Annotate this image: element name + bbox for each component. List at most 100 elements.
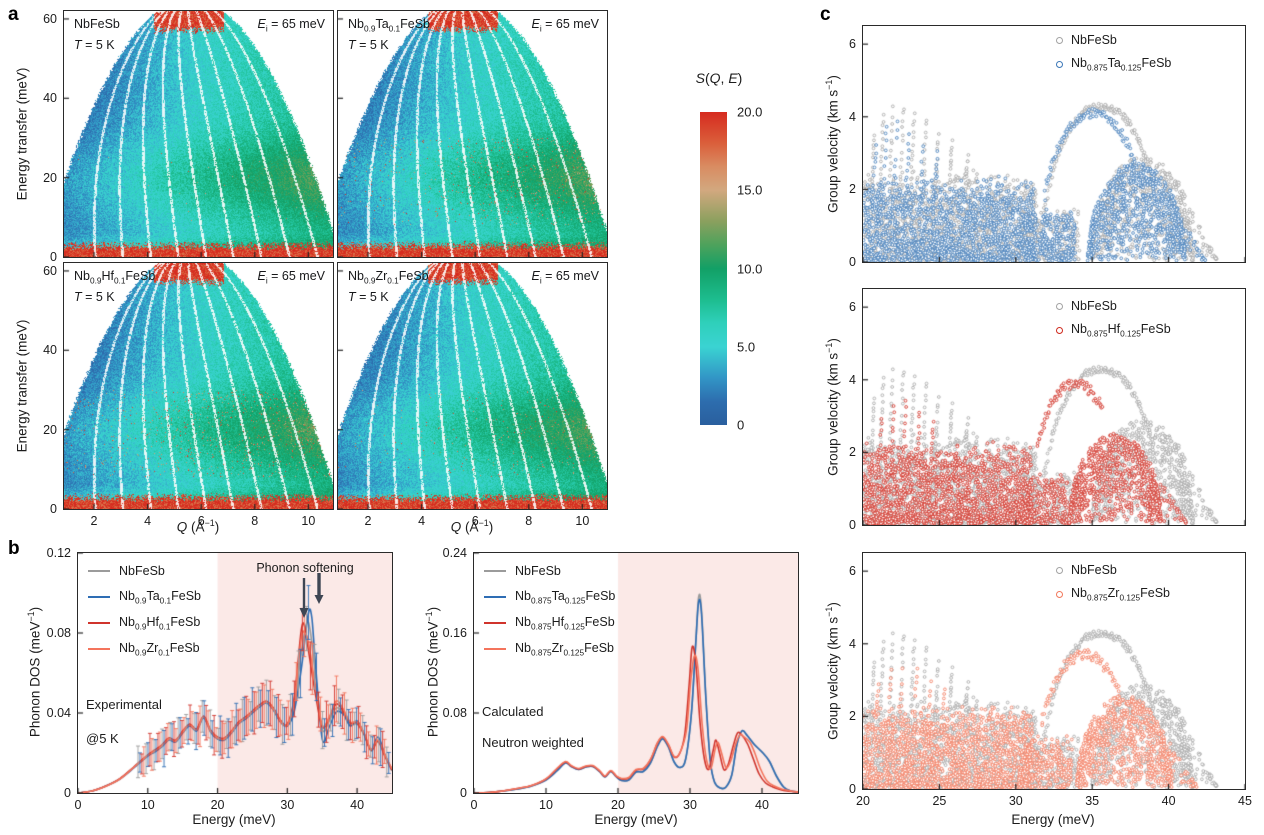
axis-tick-label: 2 — [90, 514, 98, 528]
map-title: Nb0.9Hf0.1FeSb — [74, 269, 156, 286]
legend-line-swatch — [88, 595, 110, 599]
sqe-map-zr: Nb0.9Zr0.1FeSb T = 5 K Ei = 65 meV 2 4 6 8 1… — [337, 262, 608, 528]
axis-tick-label: 20 — [43, 170, 57, 185]
map-incident-energy: Ei = 65 meV — [257, 269, 325, 286]
axis-tick-label: 10 — [301, 514, 316, 528]
legend-line-swatch — [484, 621, 506, 625]
legend-item: NbFeSb — [484, 558, 615, 584]
phonon-softening-annotation: Phonon softening — [256, 561, 354, 575]
axis-tick-label: 2 — [849, 709, 856, 724]
panel-a-x-axis-label: Q (Å−1) — [450, 518, 494, 535]
axis-tick-label: 60 — [43, 11, 57, 26]
axis-tick-label: 0 — [849, 782, 856, 796]
neutron-weighted-note: Neutron weighted — [482, 735, 584, 750]
legend-label: NbFeSb — [1071, 299, 1117, 313]
legend-item: Nb0.875Zr0.125FeSb — [1056, 582, 1170, 606]
phonon-softening-arrows-icon — [299, 573, 324, 618]
legend-line-swatch — [484, 647, 506, 651]
axis-tick-label: 0.08 — [46, 626, 71, 640]
axis-tick-label: 8 — [525, 514, 533, 528]
panel-b-right-y-axis-label: Phonon DOS (meV−1) — [423, 606, 441, 738]
colorbar-tick-label: 10.0 — [737, 261, 763, 276]
phonon-dos-experimental-plot: 0 10 20 30 40 0 0.04 0.08 0.12 — [47, 546, 393, 812]
legend-item: Nb0.875Hf0.125FeSb — [1056, 318, 1171, 342]
axis-tick-label: 0 — [50, 250, 57, 264]
legend-label: NbFeSb — [119, 564, 165, 578]
colorbar-tick-label: 0 — [737, 417, 745, 433]
colorbar-tick-label: 20.0 — [737, 104, 763, 120]
legend-label: Nb0.9Hf0.1FeSb — [119, 614, 201, 632]
axis-tick-label: 8 — [251, 514, 259, 528]
group-velocity-canvas — [863, 26, 1245, 262]
axis-tick-label: 30 — [1008, 794, 1023, 808]
legend-item: Nb0.9Ta0.1FeSb — [88, 584, 201, 610]
panel-c-label: c — [820, 4, 831, 25]
panel-b-label: b — [8, 538, 20, 559]
legend-item: NbFeSb — [1056, 558, 1170, 582]
legend-line-swatch — [88, 647, 110, 651]
axis-tick-label: 2 — [364, 514, 372, 528]
axis-tick-label: 0 — [74, 798, 82, 812]
colorbar-tick-label: 15.0 — [737, 182, 763, 198]
calculated-note: Calculated — [482, 704, 544, 719]
legend-marker — [1056, 302, 1063, 310]
map-incident-energy: Ei = 65 meV — [531, 269, 599, 286]
axis-tick-label: 4 — [849, 372, 856, 387]
map-incident-energy: Ei = 65 meV — [257, 17, 325, 34]
sqe-map-ta: Nb0.9Ta0.1FeSb T = 5 K Ei = 65 meV — [337, 10, 608, 258]
axis-tick-label: 40 — [1161, 794, 1176, 808]
legend-label: NbFeSb — [1071, 33, 1117, 47]
axis-tick-label: 25 — [932, 794, 947, 808]
legend-item: NbFeSb — [1056, 294, 1171, 318]
group-velocity-ta-plot: 0 2 4 6 — [849, 25, 1246, 269]
axis-tick-label: 6 — [197, 514, 205, 528]
map-temperature: T = 5 K — [348, 38, 389, 52]
legend-label: Nb0.875Zr0.125FeSb — [1071, 585, 1170, 603]
colorbar-title: S(Q, E) — [695, 70, 743, 86]
map-title: NbFeSb — [74, 17, 120, 31]
axis-tick-label: 10 — [575, 514, 590, 528]
legend-line-swatch — [88, 621, 110, 625]
axis-tick-label: 4 — [144, 514, 152, 528]
axis-tick-label: 20 — [856, 794, 870, 808]
legend-item: NbFeSb — [1056, 28, 1171, 52]
sqe-map-nbfesb: NbFeSb T = 5 K Ei = 65 meV 0 20 40 60 — [43, 10, 334, 264]
group-velocity-canvas — [863, 553, 1245, 789]
phonon-dos-canvas — [474, 553, 798, 793]
legend-item: Nb0.875Ta0.125FeSb — [1056, 52, 1171, 76]
panel-a-y-axis-label: Energy transfer (meV) — [14, 67, 30, 201]
axis-tick-label: 6 — [849, 37, 856, 52]
group-velocity-zr-plot: 20 25 30 35 40 45 0 2 4 6 — [849, 552, 1252, 808]
map-temperature: T = 5 K — [348, 290, 389, 304]
axis-tick-label: 30 — [280, 798, 295, 812]
axis-tick-label: 0 — [460, 786, 467, 800]
panel-c-y-axis-label: Group velocity (km s−1) — [823, 75, 841, 213]
panel-b-left-y-axis-label: Phonon DOS (meV−1) — [25, 606, 43, 738]
legend-label: NbFeSb — [1071, 563, 1117, 577]
dos-calculated-legend: NbFeSb Nb0.875Ta0.125FeSb Nb0.875Hf0.125… — [484, 558, 615, 662]
axis-tick-label: 0.16 — [442, 626, 467, 640]
axis-tick-label: 0 — [849, 255, 856, 269]
colorbar — [700, 112, 727, 425]
gv-hf-legend: NbFeSb Nb0.875Hf0.125FeSb — [1056, 294, 1171, 342]
axis-tick-label: 35 — [1085, 794, 1100, 808]
colorbar-labels: 20.0 15.0 10.0 5.0 0 — [737, 105, 787, 433]
axis-tick-label: 0.24 — [442, 546, 467, 560]
map-temperature: T = 5 K — [74, 290, 115, 304]
legend-label: Nb0.9Ta0.1FeSb — [119, 588, 202, 606]
temperature-note: @5 K — [86, 731, 119, 746]
axis-tick-label: 0.04 — [46, 706, 71, 720]
axis-tick-label: 0 — [50, 502, 57, 516]
legend-marker — [1056, 590, 1063, 598]
map-title: Nb0.9Zr0.1FeSb — [348, 269, 429, 286]
axis-tick-label: 10 — [140, 798, 155, 812]
axis-tick-label: 0.08 — [442, 706, 467, 720]
axis-tick-label: 60 — [43, 263, 57, 278]
panel-a-x-axis-label: Q (Å−1) — [176, 518, 220, 535]
panel-c-y-axis-label: Group velocity (km s−1) — [823, 338, 841, 476]
sqe-map-canvas — [64, 11, 333, 257]
map-incident-energy: Ei = 65 meV — [531, 17, 599, 34]
sqe-map-canvas — [338, 263, 607, 509]
axis-tick-label: 20 — [611, 798, 625, 812]
axis-tick-label: 4 — [418, 514, 426, 528]
